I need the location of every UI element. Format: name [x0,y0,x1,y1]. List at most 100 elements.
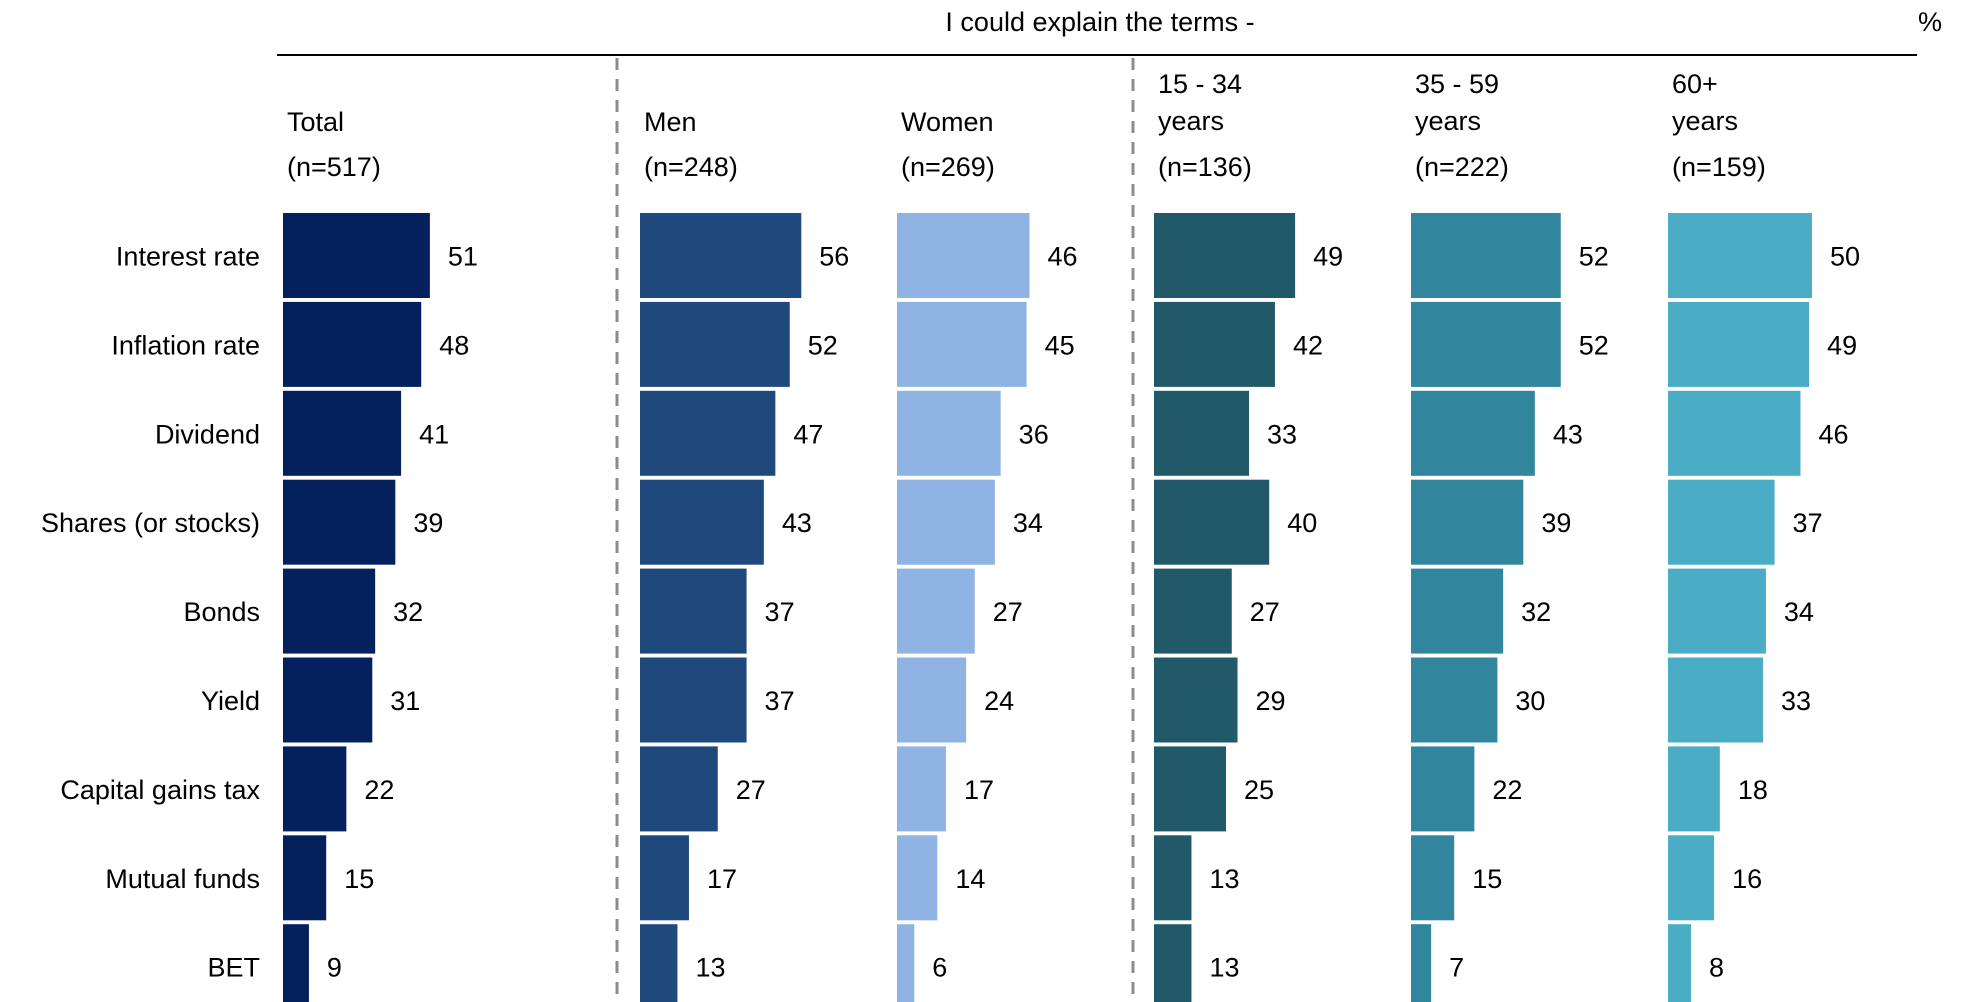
bar-men-dividend [640,390,776,476]
bar-35-59-years-bet [1411,924,1432,1002]
bar-men-yield [640,657,747,743]
bar-men-bet [640,924,678,1002]
value-label-15-34-years-mutual-funds: 13 [1209,864,1239,894]
bar-women-capital-gains-tax [897,746,946,832]
value-label-total-mutual-funds: 15 [344,864,374,894]
value-label-15-34-years-capital-gains-tax: 25 [1244,775,1274,805]
bar-women-bet [897,924,915,1002]
bar-women-interest-rate [897,213,1030,298]
value-label-35-59-years-mutual-funds: 15 [1472,864,1502,894]
bar-15-34-years-bet [1154,924,1192,1002]
bar-total-mutual-funds [283,835,327,921]
value-label-35-59-years-bet: 7 [1449,953,1464,983]
value-label-60-years-shares-or-stocks: 37 [1793,508,1823,538]
bar-35-59-years-capital-gains-tax [1411,746,1475,832]
series-panel-35-59-years: 35 - 59 years (n=222) 52 52 43 39 32 30 22 15 7 [1411,69,1609,1002]
value-label-35-59-years-yield: 30 [1515,686,1545,716]
bar-60-years-bonds [1668,568,1766,654]
bar-total-bonds [283,568,376,654]
value-label-women-shares-or-stocks: 34 [1013,508,1043,538]
value-label-60-years-inflation-rate: 49 [1827,330,1857,360]
bar-men-mutual-funds [640,835,689,921]
bar-60-years-shares-or-stocks [1668,479,1775,565]
bar-15-34-years-yield [1154,657,1238,743]
bar-15-34-years-bonds [1154,568,1232,654]
column-n-men: (n=248) [644,152,738,182]
value-label-men-capital-gains-tax: 27 [736,775,766,805]
series-panel-total: Total (n=517) 51 48 41 39 32 31 22 15 9 [283,107,478,1002]
bar-60-years-bet [1668,924,1692,1002]
value-label-total-dividend: 41 [419,419,449,449]
bar-60-years-dividend [1668,390,1801,476]
bar-men-inflation-rate [640,301,790,387]
value-label-women-mutual-funds: 14 [955,864,985,894]
bar-60-years-yield [1668,657,1764,743]
value-label-total-inflation-rate: 48 [439,330,469,360]
value-label-women-inflation-rate: 45 [1045,330,1075,360]
value-label-60-years-dividend: 46 [1818,419,1848,449]
bar-60-years-interest-rate [1668,213,1812,298]
value-label-total-bet: 9 [327,953,342,983]
category-label-dividend: Dividend [155,419,260,449]
category-labels: Interest rate Inflation rate Dividend Share… [41,242,261,983]
unit-label: % [1918,7,1942,37]
value-label-men-bet: 13 [695,953,725,983]
column-n-women: (n=269) [901,152,995,182]
column-header-60-years-line2: years [1672,106,1738,136]
value-label-women-bonds: 27 [993,597,1023,627]
column-n-60-years: (n=159) [1672,152,1766,182]
bar-60-years-mutual-funds [1668,835,1715,921]
bar-15-34-years-dividend [1154,390,1250,476]
value-label-women-bet: 6 [932,953,947,983]
chart-title: I could explain the terms - [945,7,1254,37]
column-n-15-34-years: (n=136) [1158,152,1252,182]
value-label-men-dividend: 47 [793,419,823,449]
value-label-women-interest-rate: 46 [1047,242,1077,272]
category-label-yield: Yield [201,686,260,716]
bar-women-dividend [897,390,1001,476]
value-label-35-59-years-capital-gains-tax: 22 [1492,775,1522,805]
bar-total-capital-gains-tax [283,746,347,832]
bar-60-years-inflation-rate [1668,301,1810,387]
bar-total-shares-or-stocks [283,479,396,565]
bar-35-59-years-mutual-funds [1411,835,1455,921]
series-panel-women: Women (n=269) 46 45 36 34 27 24 17 14 6 [897,107,1078,1002]
value-label-men-interest-rate: 56 [819,242,849,272]
bar-15-34-years-interest-rate [1154,213,1296,298]
value-label-15-34-years-yield: 29 [1256,686,1286,716]
column-header-men: Men [644,107,697,137]
value-label-men-inflation-rate: 52 [808,330,838,360]
bar-35-59-years-bonds [1411,568,1504,654]
value-label-men-shares-or-stocks: 43 [782,508,812,538]
value-label-60-years-yield: 33 [1781,686,1811,716]
bar-men-bonds [640,568,747,654]
bar-men-capital-gains-tax [640,746,718,832]
bar-women-bonds [897,568,975,654]
value-label-15-34-years-interest-rate: 49 [1313,242,1343,272]
bar-total-dividend [283,390,402,476]
value-label-60-years-mutual-funds: 16 [1732,864,1762,894]
bar-35-59-years-inflation-rate [1411,301,1561,387]
bar-women-yield [897,657,967,743]
value-label-men-mutual-funds: 17 [707,864,737,894]
bar-35-59-years-dividend [1411,390,1535,476]
column-header-women: Women [901,107,994,137]
bar-men-shares-or-stocks [640,479,764,565]
series-panel-men: Men (n=248) 56 52 47 43 37 37 27 17 13 [640,107,849,1002]
value-label-total-interest-rate: 51 [448,242,478,272]
column-header-35-59-years: 35 - 59 [1415,69,1499,99]
value-label-15-34-years-bet: 13 [1209,953,1239,983]
bar-men-interest-rate [640,213,802,298]
value-label-60-years-capital-gains-tax: 18 [1738,775,1768,805]
value-label-15-34-years-inflation-rate: 42 [1293,330,1323,360]
bar-women-mutual-funds [897,835,938,921]
column-n-total: (n=517) [287,152,381,182]
value-label-60-years-interest-rate: 50 [1830,242,1860,272]
column-header-15-34-years-line2: years [1158,106,1224,136]
category-label-shares-or-stocks: Shares (or stocks) [41,508,260,538]
bar-15-34-years-inflation-rate [1154,301,1275,387]
value-label-15-34-years-shares-or-stocks: 40 [1287,508,1317,538]
bar-total-inflation-rate [283,301,422,387]
value-label-women-capital-gains-tax: 17 [964,775,994,805]
